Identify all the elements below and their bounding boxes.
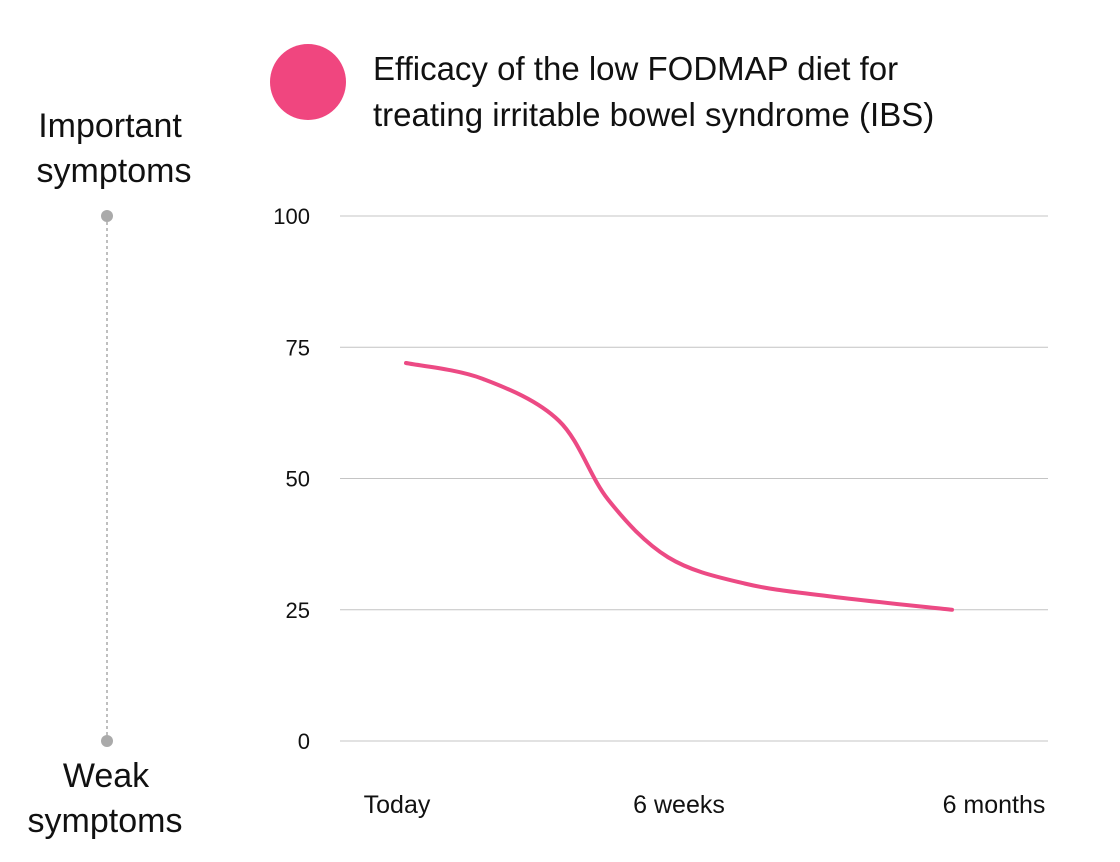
- side-top-label-line-1: Important: [38, 107, 182, 145]
- y-tick-label: 100: [273, 204, 310, 229]
- chart-title-line-2: treating irritable bowel syndrome (IBS): [373, 96, 934, 133]
- chart-title-line-1: Efficacy of the low FODMAP diet for: [373, 50, 898, 87]
- y-tick-label: 0: [298, 729, 310, 754]
- y-axis-ticks: 100 75 50 25 0: [273, 204, 310, 754]
- gridlines: [340, 215, 1048, 742]
- x-tick-label: 6 weeks: [633, 791, 725, 819]
- side-scale-top-dot: [101, 210, 113, 222]
- side-scale-bottom-dot: [101, 735, 113, 747]
- x-tick-label: 6 months: [943, 791, 1046, 819]
- side-bottom-label-line-1: Weak: [63, 757, 150, 795]
- side-top-label-line-2: symptoms: [37, 152, 192, 190]
- y-tick-label: 75: [286, 335, 310, 360]
- series-line: [404, 361, 954, 612]
- side-bottom-label-line-2: symptoms: [28, 802, 183, 840]
- y-tick-label: 50: [286, 467, 310, 492]
- x-axis-ticks: Today 6 weeks 6 months: [364, 791, 1046, 819]
- legend-marker: [270, 44, 346, 120]
- x-tick-label: Today: [364, 791, 431, 819]
- y-tick-label: 25: [286, 598, 310, 623]
